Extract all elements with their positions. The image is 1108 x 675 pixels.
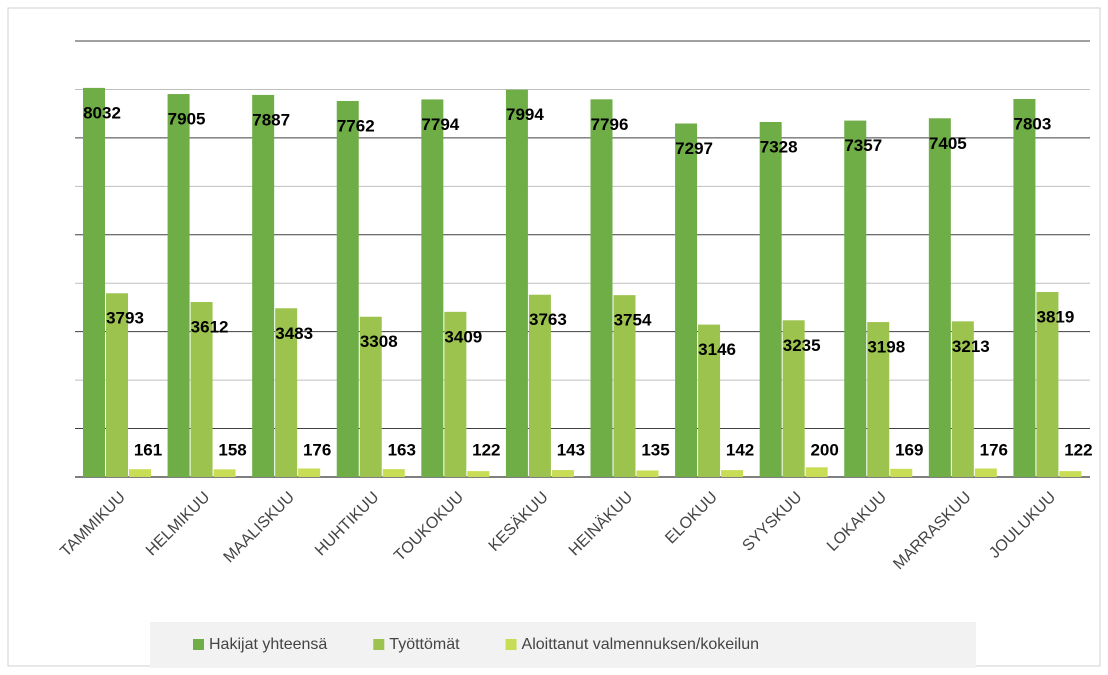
data-label: 3819 bbox=[1037, 307, 1075, 326]
bar bbox=[213, 469, 236, 477]
bar bbox=[83, 87, 105, 477]
data-label: 3213 bbox=[952, 337, 990, 356]
data-label: 7405 bbox=[929, 134, 967, 153]
data-label: 3198 bbox=[867, 338, 905, 357]
bar bbox=[298, 468, 321, 477]
data-label: 7357 bbox=[844, 136, 882, 155]
bar bbox=[336, 100, 359, 478]
data-label: 8032 bbox=[83, 103, 121, 122]
data-label: 161 bbox=[134, 440, 162, 459]
data-label: 7762 bbox=[337, 116, 375, 135]
bar bbox=[551, 470, 574, 477]
bar bbox=[805, 467, 828, 477]
data-label: 158 bbox=[218, 440, 246, 459]
legend-label: Aloittanut valmennuksen/kokeilun bbox=[522, 636, 759, 653]
bar bbox=[636, 470, 659, 477]
data-label: 3793 bbox=[106, 309, 144, 328]
bar bbox=[698, 324, 721, 477]
data-label: 3308 bbox=[360, 332, 398, 351]
bar bbox=[1059, 471, 1082, 477]
data-label: 7803 bbox=[1014, 114, 1052, 133]
bar bbox=[359, 316, 382, 477]
bar bbox=[844, 120, 867, 477]
data-label: 7794 bbox=[421, 115, 459, 134]
bar bbox=[421, 99, 444, 477]
bar bbox=[382, 469, 405, 477]
data-label: 3235 bbox=[783, 336, 821, 355]
bar bbox=[129, 469, 151, 477]
bar bbox=[590, 99, 613, 477]
bar bbox=[951, 321, 974, 477]
data-label: 200 bbox=[810, 440, 838, 459]
data-label: 142 bbox=[726, 440, 754, 459]
data-label: 3409 bbox=[444, 327, 482, 346]
data-label: 3612 bbox=[191, 318, 229, 337]
data-label: 122 bbox=[1064, 440, 1092, 459]
bar bbox=[275, 308, 298, 477]
data-label: 3483 bbox=[275, 324, 313, 343]
data-label: 7994 bbox=[506, 105, 544, 124]
data-label: 3146 bbox=[698, 340, 736, 359]
bar bbox=[890, 468, 913, 477]
legend-swatch bbox=[373, 639, 385, 650]
bar bbox=[1036, 291, 1059, 477]
data-label: 7905 bbox=[168, 110, 206, 129]
legend-box bbox=[150, 622, 976, 668]
chart-frame bbox=[7, 7, 1101, 667]
bar bbox=[106, 293, 128, 477]
data-label: 176 bbox=[303, 440, 331, 459]
data-label: 163 bbox=[388, 440, 416, 459]
bar bbox=[928, 118, 951, 477]
bar bbox=[167, 94, 190, 478]
data-label: 7887 bbox=[252, 110, 290, 129]
legend-label: Hakijat yhteensä bbox=[209, 636, 327, 653]
data-label: 135 bbox=[641, 440, 669, 459]
bar bbox=[190, 302, 213, 477]
data-label: 3763 bbox=[529, 310, 567, 329]
bar bbox=[1013, 98, 1036, 477]
bar bbox=[505, 89, 528, 477]
bar bbox=[528, 294, 551, 477]
data-label: 7328 bbox=[760, 137, 798, 156]
legend-label: Työttömät bbox=[389, 636, 460, 653]
bar bbox=[759, 121, 782, 477]
bar bbox=[782, 320, 805, 477]
data-label: 176 bbox=[980, 440, 1008, 459]
bar bbox=[974, 468, 997, 477]
bar bbox=[613, 295, 636, 477]
legend-swatch bbox=[505, 639, 517, 650]
data-label: 122 bbox=[472, 440, 500, 459]
bar bbox=[467, 471, 490, 477]
bar bbox=[675, 123, 698, 477]
legend-swatch bbox=[193, 639, 204, 650]
bar bbox=[721, 470, 744, 477]
bar bbox=[444, 311, 467, 477]
data-label: 143 bbox=[557, 440, 585, 459]
data-label: 7796 bbox=[591, 115, 629, 134]
data-label: 169 bbox=[895, 440, 923, 459]
bar bbox=[867, 322, 890, 477]
bar bbox=[252, 94, 275, 477]
data-label: 7297 bbox=[675, 139, 713, 158]
data-label: 3754 bbox=[614, 311, 652, 330]
